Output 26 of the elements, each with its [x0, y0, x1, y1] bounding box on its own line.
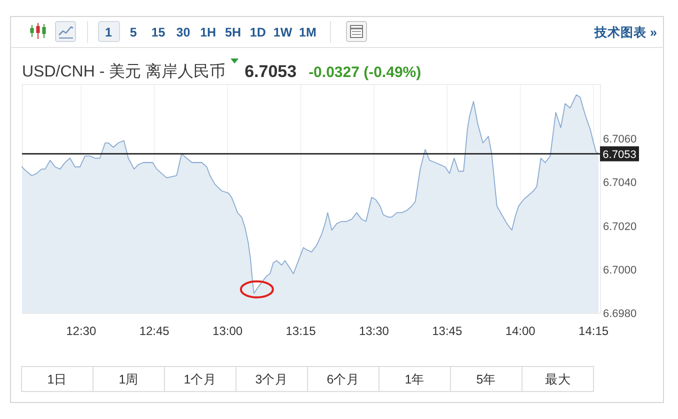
- x-tick-label: 13:30: [358, 324, 390, 338]
- y-tick-label: 6.7040: [603, 177, 637, 190]
- text: 1个月: [184, 372, 217, 386]
- text: -0.0327 (-0.49%): [308, 64, 422, 81]
- text: 1年: [404, 372, 425, 386]
- x-tick-label: 14:15: [578, 324, 609, 338]
- text: 1日: [47, 372, 68, 386]
- x-tick-label: 13:00: [212, 324, 243, 338]
- chart-subtitle: 6.7053: [244, 62, 297, 81]
- text: 3个月: [255, 372, 288, 386]
- chart-title: USD/CNH - 美元 离岸人民币: [22, 62, 226, 80]
- y-tick-label: 6.6980: [603, 308, 637, 320]
- y-tick-label: 6.7020: [603, 220, 637, 233]
- text: 6个月: [326, 372, 360, 386]
- text: 技术图表 »: [594, 26, 658, 40]
- text: 5年: [476, 372, 496, 386]
- y-tick-label: 6.7060: [603, 134, 637, 146]
- x-tick-label: 13:15: [286, 324, 316, 338]
- text: 1 5 15 30 1H 5H 1D 1W 1M: [105, 26, 316, 40]
- x-tick-label: 12:45: [139, 324, 170, 338]
- text: 最大: [544, 372, 571, 386]
- x-tick-label: 13:45: [432, 324, 462, 338]
- text: 1周: [118, 372, 139, 386]
- y-tick-label: 6.7000: [603, 264, 637, 276]
- x-tick-label: 14:00: [505, 324, 536, 338]
- x-tick-label: 12:30: [66, 324, 96, 338]
